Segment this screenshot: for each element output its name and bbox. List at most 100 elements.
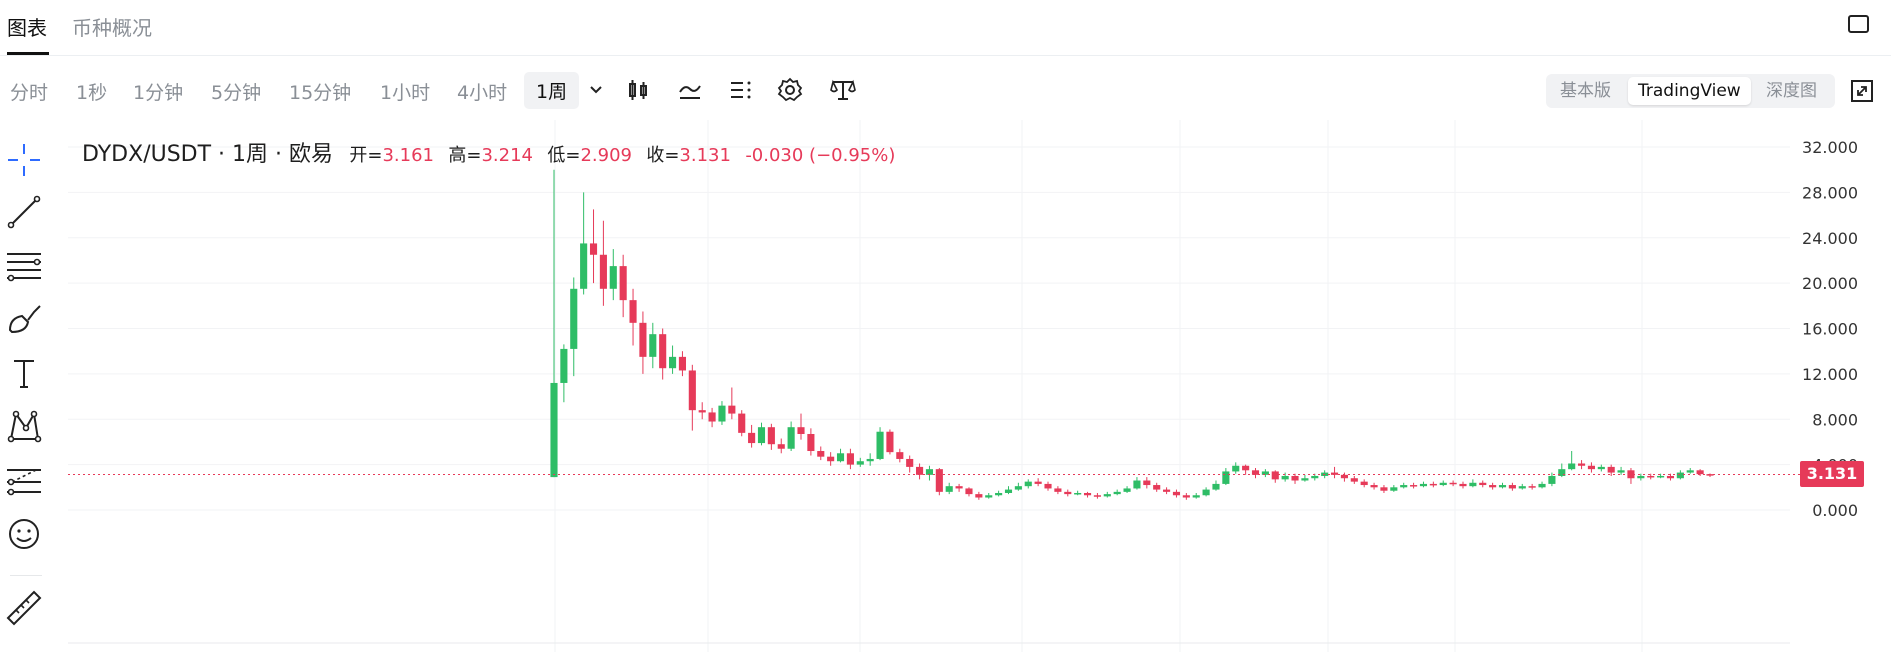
candle-body [649,334,657,357]
change-value: -0.030 (−0.95%) [745,145,896,166]
candle-body [876,431,884,459]
candle-body [925,469,934,475]
chart-area[interactable]: 32.000 28.000 24.000 20.000 16.000 12.000 8.00… [0,120,1891,652]
candle-body [1686,470,1694,473]
candle-body [1202,489,1210,496]
crosshair-icon[interactable] [4,140,44,180]
drawing-toolbar [0,140,52,640]
candle-body [1172,491,1181,496]
candle-body [1489,485,1497,488]
timeframe-5m[interactable]: 5分钟 [211,82,262,104]
candle-body [1083,492,1092,496]
candle-body [659,334,667,369]
candle-body [1044,483,1052,489]
top-tab-bar: 图表 币种概况 [0,0,1891,56]
y-tick-label: 32.000 [1802,138,1858,157]
candle-body [1587,465,1595,470]
brush-icon[interactable] [4,300,44,340]
candle-body [1439,482,1447,486]
fullscreen-icon[interactable] [1850,79,1874,103]
candle-body [1518,486,1526,489]
candle-body [639,322,647,357]
window-icon[interactable] [1848,15,1869,33]
candle-body [1568,463,1576,470]
candle-body [1222,471,1230,484]
timeframe-1m[interactable]: 1分钟 [133,82,184,104]
tab-coin-overview[interactable]: 币种概况 [72,16,152,40]
candle-body [698,410,706,413]
candle-body [599,254,607,289]
tab-chart[interactable]: 图表 [7,16,47,40]
view-tradingview-button[interactable]: TradingView [1628,77,1751,105]
candle-body [945,486,953,492]
candle-body [570,288,578,349]
forecast-icon[interactable] [4,460,44,500]
timeframe-time[interactable]: 分时 [10,82,49,104]
timeframe-1s[interactable]: 1秒 [76,82,108,104]
candle-body [995,492,1003,496]
settings-gear-icon[interactable] [776,76,804,104]
candle-body [1034,481,1042,484]
candle-body [916,466,924,475]
candle-body [1577,463,1586,466]
candle-body [1597,466,1605,470]
compare-scale-icon[interactable] [829,76,857,104]
candle-body [1004,489,1013,493]
candle-body [1548,475,1556,484]
candle-body [629,300,637,323]
candle-body [1123,488,1131,492]
chevron-down-icon[interactable] [582,76,610,104]
fib-lines-icon[interactable] [4,246,44,286]
candle-body [718,405,726,422]
candle-body [1093,495,1101,497]
timeframe-15m[interactable]: 15分钟 [289,82,352,104]
indicators-icon[interactable] [676,76,704,104]
candle-body [1410,485,1418,487]
candle-body [1696,470,1704,475]
candle-body [1014,486,1022,490]
emoji-icon[interactable] [4,514,44,554]
candle-body [935,469,943,492]
candle-body [1676,472,1684,479]
high-label: 高= [448,145,482,166]
candle-body [1192,495,1200,498]
candle-body [1350,478,1358,482]
candle-body [856,461,864,465]
candle-body [965,488,973,495]
y-tick-label: 0.000 [1812,501,1858,520]
candle-body [1360,481,1368,486]
candle-type-icon[interactable] [624,76,652,104]
candle-body [817,451,825,457]
timeframe-1w-selected[interactable]: 1周 [524,72,580,109]
timeframe-1h[interactable]: 1小时 [380,82,431,104]
candle-body [1469,482,1477,487]
view-basic-button[interactable]: 基本版 [1560,81,1611,101]
pattern-icon[interactable] [4,406,44,446]
timeframe-4h[interactable]: 4小时 [457,82,508,104]
candle-body [975,494,983,498]
low-value: 2.909 [580,145,632,166]
tools-divider [10,575,42,576]
text-tool-icon[interactable] [4,353,44,393]
active-tab-indicator [7,52,49,55]
chart-toolbar: 分时 1秒 1分钟 5分钟 15分钟 1小时 4小时 1周 [0,70,1891,110]
candle-body [728,405,736,414]
symbol-title: DYDX/USDT · 1周 · 欧易 [82,142,334,167]
candle-body [985,495,993,498]
view-depth-button[interactable]: 深度图 [1766,81,1817,101]
last-price-tag: 3.131 [1800,461,1864,488]
ruler-icon[interactable] [4,588,44,628]
candle-body [1103,494,1111,497]
templates-icon[interactable] [727,76,755,104]
y-tick-label: 20.000 [1802,274,1858,293]
candlestick-chart[interactable]: 32.000 28.000 24.000 20.000 16.000 12.000 8.00… [0,120,1891,652]
candle-body [1498,485,1507,488]
candle-body [1133,480,1141,489]
candle-body [1459,483,1467,487]
candle-body [1449,482,1457,485]
candle-body [767,427,775,445]
candle-body [688,370,696,411]
open-label: 开= [349,145,383,166]
trend-line-icon[interactable] [4,192,44,232]
candle-body [1311,475,1319,479]
